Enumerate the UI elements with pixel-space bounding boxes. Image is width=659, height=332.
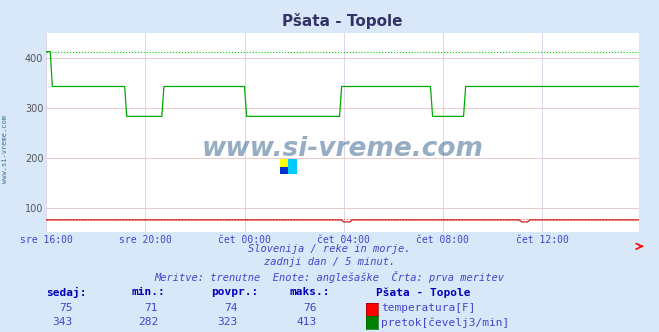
Bar: [280, 167, 289, 174]
Text: zadnji dan / 5 minut.: zadnji dan / 5 minut.: [264, 257, 395, 267]
Text: 74: 74: [224, 303, 237, 313]
Bar: [289, 159, 297, 167]
Text: 71: 71: [145, 303, 158, 313]
Text: 323: 323: [217, 317, 237, 327]
Text: 413: 413: [296, 317, 316, 327]
Text: Meritve: trenutne  Enote: anglešaške  Črta: prva meritev: Meritve: trenutne Enote: anglešaške Črta…: [154, 271, 505, 283]
Text: min.:: min.:: [132, 287, 165, 297]
Text: maks.:: maks.:: [290, 287, 330, 297]
Text: temperatura[F]: temperatura[F]: [381, 303, 475, 313]
Bar: [289, 167, 297, 174]
Text: www.si-vreme.com: www.si-vreme.com: [2, 116, 9, 183]
Text: 75: 75: [59, 303, 72, 313]
Text: sedaj:: sedaj:: [46, 287, 86, 298]
Text: 343: 343: [52, 317, 72, 327]
Text: 76: 76: [303, 303, 316, 313]
Text: Pšata - Topole: Pšata - Topole: [376, 287, 470, 298]
Text: www.si-vreme.com: www.si-vreme.com: [202, 136, 484, 162]
Text: 282: 282: [138, 317, 158, 327]
Title: Pšata - Topole: Pšata - Topole: [283, 13, 403, 29]
Text: povpr.:: povpr.:: [211, 287, 258, 297]
Text: Slovenija / reke in morje.: Slovenija / reke in morje.: [248, 244, 411, 254]
Bar: [280, 159, 289, 167]
Text: pretok[čevelj3/min]: pretok[čevelj3/min]: [381, 317, 509, 328]
